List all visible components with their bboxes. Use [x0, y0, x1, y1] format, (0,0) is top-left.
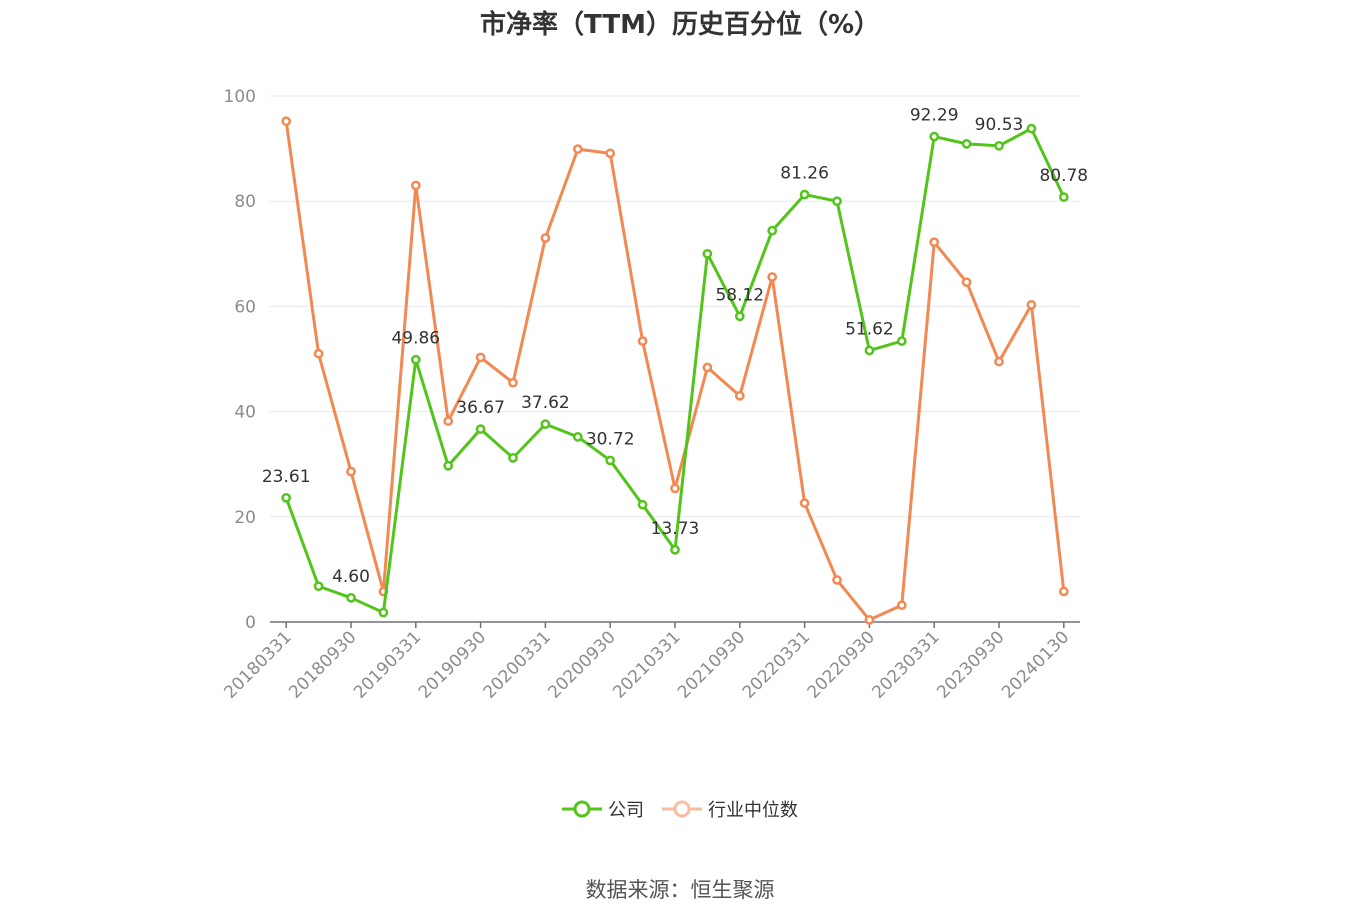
x-tick-label: 20240130 [998, 627, 1073, 702]
legend-company-marker [573, 800, 591, 818]
industry-data-point [281, 116, 292, 127]
company-data-point [670, 544, 680, 555]
x-tick-label: 20190930 [415, 627, 490, 702]
legend-company-symbol [562, 800, 602, 818]
company-data-point [929, 131, 940, 142]
industry-data-point [1026, 299, 1037, 310]
y-tick-label: 100 [224, 87, 256, 107]
legend-industry-symbol [662, 800, 702, 818]
industry-data-point [313, 348, 324, 359]
data-label: 13.73 [651, 519, 700, 539]
y-tick-label: 40 [234, 403, 256, 423]
data-label: 30.72 [586, 429, 635, 449]
company-data-point [896, 336, 907, 346]
industry-data-point [929, 237, 940, 248]
legend-item-company[interactable]: 公司 [562, 796, 644, 822]
x-tick-label: 20220331 [739, 627, 814, 702]
data-label: 90.53 [975, 115, 1024, 135]
company-data-point [734, 311, 745, 322]
company-data-point [410, 354, 421, 365]
x-tick-label: 20210331 [609, 627, 684, 702]
industry-data-point [864, 615, 875, 625]
company-data-point [572, 431, 583, 442]
industry-data-point [994, 356, 1004, 367]
industry-data-point [670, 483, 680, 494]
company-data-point [605, 455, 616, 466]
x-tick-label: 20190331 [350, 627, 425, 702]
x-tick-label: 20200331 [480, 627, 555, 702]
x-tick-label: 20180331 [220, 627, 295, 702]
data-label: 51.62 [845, 319, 894, 339]
industry-data-point [605, 148, 616, 159]
y-tick-label: 80 [234, 192, 256, 212]
company-data-point [637, 499, 648, 510]
company-data-point [346, 592, 356, 603]
data-label: 4.60 [332, 567, 370, 587]
company-data-point [767, 225, 778, 236]
company-data-point [961, 139, 972, 149]
legend: 公司 行业中位数 [0, 796, 1360, 822]
data-label: 23.61 [262, 467, 311, 487]
x-tick-label: 20220930 [804, 627, 879, 702]
company-data-point [994, 140, 1004, 151]
legend-industry-label: 行业中位数 [708, 800, 798, 821]
industry-data-point [508, 377, 518, 388]
data-label: 58.12 [715, 285, 764, 305]
industry-data-point [734, 390, 745, 401]
company-data-point [475, 424, 486, 434]
y-tick-label: 60 [234, 297, 256, 317]
company-data-point [443, 460, 454, 471]
x-tick-label: 20200930 [544, 627, 619, 702]
legend-industry-marker [673, 800, 691, 818]
data-label: 92.29 [910, 106, 959, 126]
data-label: 80.78 [1039, 166, 1088, 186]
company-data-point [864, 345, 875, 356]
legend-item-industry[interactable]: 行业中位数 [662, 796, 798, 822]
data-label: 37.62 [521, 393, 570, 413]
industry-data-point [540, 233, 551, 243]
industry-data-point [896, 600, 907, 611]
data-label: 49.86 [391, 329, 440, 349]
company-data-point [702, 248, 713, 259]
legend-company-label: 公司 [608, 800, 644, 821]
data-source: 数据来源：恒生聚源 [585, 878, 775, 902]
x-tick-label: 20230331 [868, 627, 943, 702]
y-tick-label: 20 [234, 508, 256, 528]
industry-data-point [410, 180, 421, 191]
industry-data-point [475, 352, 486, 363]
company-data-point [313, 581, 324, 592]
industry-data-point [961, 277, 972, 288]
industry-data-point [799, 498, 810, 508]
company-data-point [540, 419, 551, 429]
x-tick-label: 20230930 [933, 627, 1008, 702]
industry-data-point [832, 575, 842, 585]
company-data-point [799, 189, 810, 200]
industry-data-point [637, 336, 648, 346]
chart-title: 市净率（TTM）历史百分位（%） [480, 10, 880, 40]
company-data-point [1026, 123, 1037, 134]
company-data-point [832, 196, 842, 207]
company-data-point [378, 607, 389, 618]
company-data-point [1058, 192, 1069, 202]
data-label: 36.67 [456, 398, 505, 418]
y-tick-label: 0 [245, 613, 256, 633]
industry-data-point [767, 272, 778, 282]
industry-data-point [1058, 586, 1069, 597]
industry-data-point [346, 466, 356, 477]
industry-data-point [702, 362, 713, 373]
company-data-point [508, 453, 518, 463]
x-tick-label: 20180930 [285, 627, 360, 702]
industry-data-point [572, 144, 583, 154]
company-data-point [281, 492, 292, 503]
industry-data-point [443, 416, 454, 426]
data-label: 81.26 [780, 164, 829, 184]
x-tick-label: 20210930 [674, 627, 749, 702]
